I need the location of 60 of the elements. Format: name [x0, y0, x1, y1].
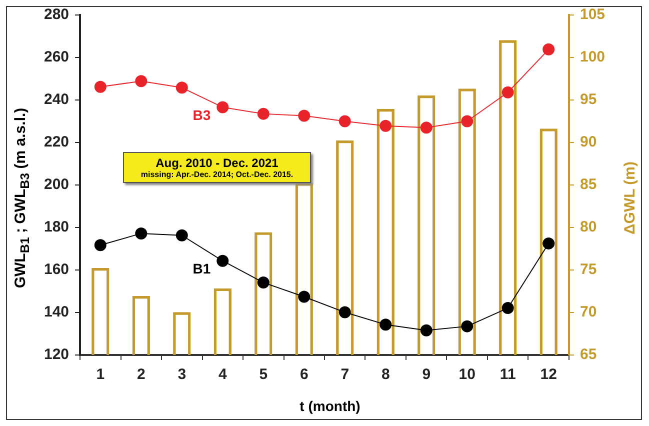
y2-tick-label: 80	[580, 218, 597, 236]
y2-tick-label: 70	[580, 304, 597, 321]
point	[338, 115, 351, 128]
x-tick-label: 4	[218, 366, 228, 384]
y-tick-label: 180	[44, 218, 70, 236]
point	[216, 254, 229, 267]
point	[542, 43, 555, 56]
y2-tick-label: 95	[580, 91, 597, 108]
point	[135, 227, 148, 240]
annotation: Aug. 2010 - Dec. 2021	[154, 156, 280, 170]
point	[380, 120, 392, 132]
y2-tick-label: 65	[580, 346, 597, 364]
x-tick-label: 1	[96, 366, 105, 384]
point	[298, 110, 310, 122]
x-tick-label: 12	[540, 366, 557, 384]
point	[502, 302, 514, 314]
point	[135, 75, 148, 88]
x-tick-label: 6	[300, 366, 308, 384]
point	[94, 239, 106, 252]
x-tick-label: 9	[422, 366, 431, 384]
point	[461, 115, 474, 128]
y-tick-label: 220	[44, 134, 70, 151]
point	[502, 86, 514, 98]
point	[461, 320, 474, 332]
point	[176, 82, 188, 94]
y2-tick-label: 100	[580, 48, 606, 66]
series-label: B3	[192, 107, 211, 124]
point	[94, 80, 106, 93]
x-tick-label: 5	[259, 366, 268, 384]
point	[542, 237, 555, 250]
y2-tick-label: 85	[580, 176, 597, 194]
x-tick-label: 2	[136, 366, 146, 384]
point	[257, 276, 270, 289]
point	[176, 229, 188, 242]
point	[420, 122, 432, 134]
point	[216, 101, 229, 114]
point	[338, 306, 351, 318]
y-tick-label: 120	[44, 346, 70, 364]
x-tick-label: 10	[458, 366, 476, 384]
y-tick-label: 260	[44, 48, 70, 66]
y-tick-label: 200	[44, 176, 70, 194]
y-tick-label: 280	[44, 6, 70, 24]
y-tick-label: 140	[44, 304, 70, 321]
point	[257, 108, 270, 120]
point	[298, 290, 310, 303]
point	[380, 318, 392, 331]
x-tick-label: 7	[340, 366, 350, 384]
y2-tick-label: 90	[580, 134, 597, 151]
y2-tick-label: 75	[580, 261, 597, 278]
y2-axis-title: ΔGWL (m)	[622, 162, 638, 234]
y-tick-label: 160	[44, 261, 70, 278]
y2-tick-label: 105	[580, 6, 606, 24]
x-tick-label: 3	[178, 366, 186, 384]
series-label: B1	[192, 260, 211, 277]
x-tick-label: 8	[381, 366, 390, 384]
annotation: missing: Apr.-Dec. 2014; Oct.-Dec. 2015.	[140, 170, 294, 179]
x-axis-title: t (month)	[300, 398, 360, 414]
x-tick-label: 11	[500, 366, 516, 384]
y-tick-label: 240	[44, 91, 70, 108]
point	[420, 324, 432, 336]
